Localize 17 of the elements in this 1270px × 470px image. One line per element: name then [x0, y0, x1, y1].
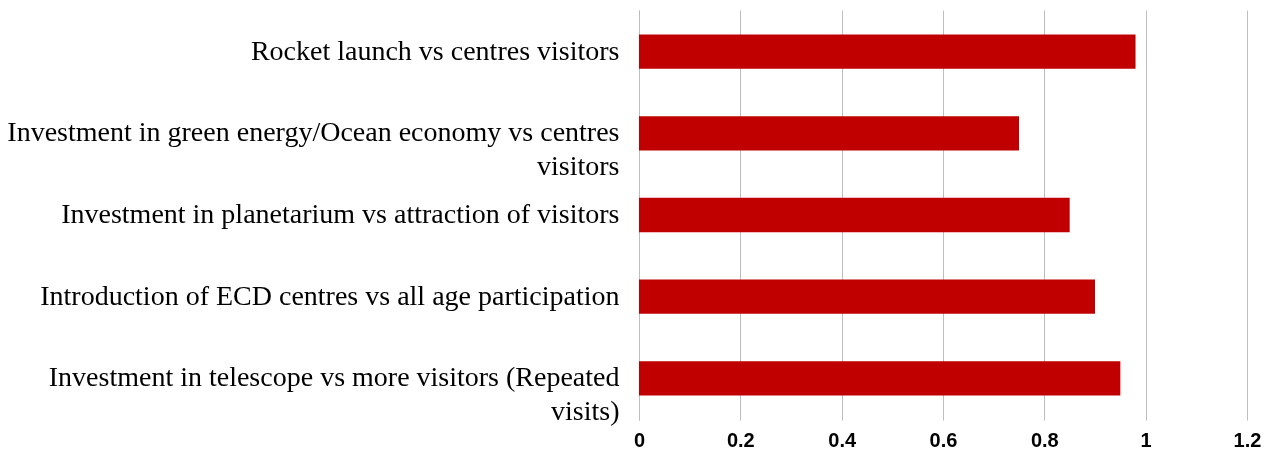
- x-tick-label: 1.2: [1233, 428, 1262, 451]
- x-tick-label: 0.4: [828, 428, 857, 451]
- bar: [639, 361, 1121, 396]
- y-tick-label: Investment in telescope vs more visitors (Repeated visits): [48, 361, 620, 427]
- x-tick-label: 0.6: [929, 428, 958, 451]
- y-tick-label: Introduction of ECD centres vs all age participation: [40, 279, 620, 311]
- x-tick-label: 0: [633, 428, 646, 451]
- y-tick-label: Rocket launch vs centres visitors: [250, 34, 620, 66]
- y-tick-label: Investment in planetarium vs attraction of visitors: [61, 198, 620, 229]
- x-tick-label: 0.8: [1030, 428, 1059, 451]
- bar: [639, 197, 1070, 233]
- bar: [639, 279, 1095, 314]
- bar: [639, 34, 1136, 69]
- bar: [639, 116, 1019, 151]
- x-tick-label: 1: [1140, 428, 1152, 451]
- y-tick-label: Investment in green energy/Ocean economy vs centres visitors: [7, 116, 620, 182]
- x-tick-label: 0.2: [726, 428, 755, 451]
